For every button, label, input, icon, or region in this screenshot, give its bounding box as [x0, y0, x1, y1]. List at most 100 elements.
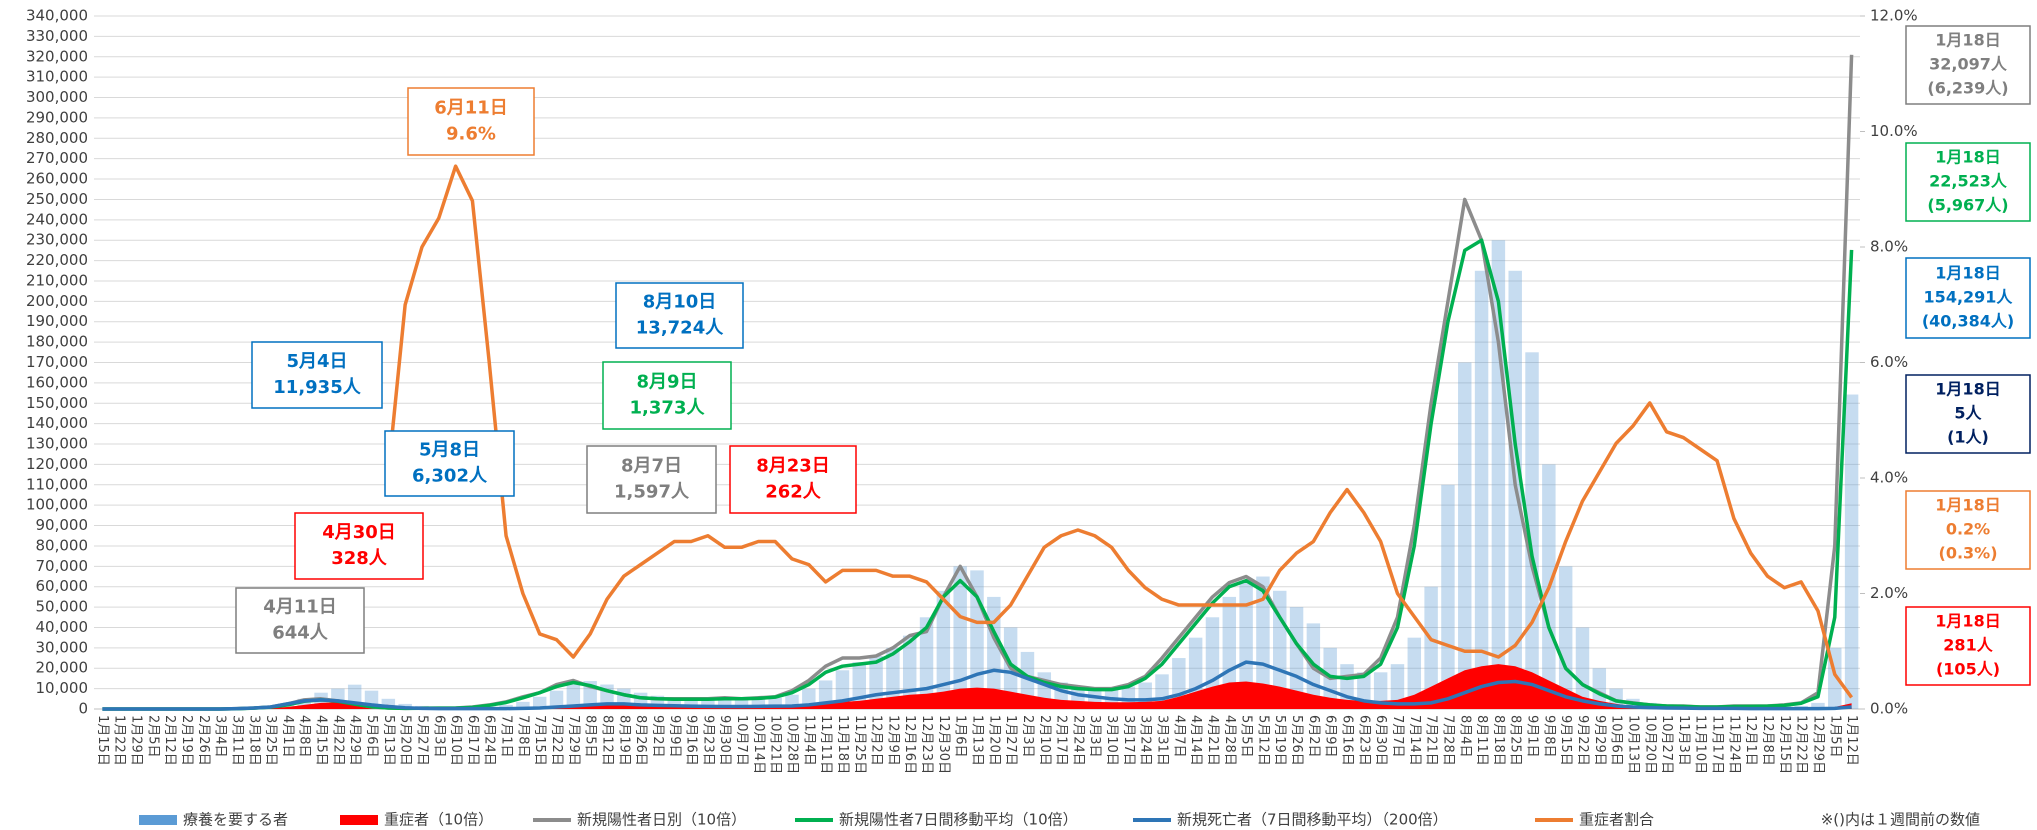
annotation-box: [1905, 142, 2031, 222]
x-tick-label: 1月29日: [129, 715, 144, 766]
bar: [1592, 668, 1607, 709]
x-tick-label: 9月2日: [650, 715, 665, 758]
annotation-text: (6,239人): [1927, 79, 2008, 98]
annotation: 1月18日 32,097人 (6,239人): [1905, 25, 2031, 105]
y-tick-label: 80,000: [36, 536, 89, 554]
x-tick-label: 10月13日: [1625, 715, 1640, 774]
y-tick-label: 160,000: [26, 373, 88, 391]
bar: [734, 699, 749, 709]
x-tick-label: 12月9日: [885, 715, 900, 766]
x-tick-label: 8月5日: [583, 715, 598, 758]
bar: [1458, 362, 1472, 709]
x-tick-label: 8月26日: [633, 715, 648, 766]
annotation: 4月11日 644人: [235, 587, 365, 654]
bar: [1525, 352, 1539, 709]
annotation-text: 32,097人: [1929, 55, 2008, 74]
line: [102, 660, 1852, 711]
x-tick-label: 6月10日: [448, 715, 463, 766]
annotation-text: 13,724人: [636, 318, 724, 339]
annotation-text: (40,384人): [1922, 312, 2014, 331]
annotation-text: 644人: [272, 623, 329, 644]
x-tick-label: 4月28日: [1222, 715, 1237, 766]
legend-swatch: [340, 815, 378, 825]
y2-tick-label: 8.0%: [1870, 238, 1908, 256]
annotation-box: [729, 445, 857, 514]
x-tick-label: 8月11日: [1474, 715, 1489, 766]
annotation-text: 11,935人: [273, 377, 361, 398]
annotation-text: (105人): [1936, 660, 2000, 679]
x-tick-label: 7月7日: [1390, 715, 1405, 758]
x-tick-label: 11月25日: [852, 715, 867, 774]
x-tick-label: 5月13日: [381, 715, 396, 766]
annotation-text: 1月18日: [1935, 31, 2000, 50]
bar: [1844, 394, 1859, 709]
bar: [701, 699, 715, 709]
bar: [667, 697, 681, 709]
x-tick-label: 8月19日: [616, 715, 631, 766]
bar: [1441, 484, 1455, 709]
x-tick-label: 9月15日: [1558, 715, 1573, 766]
annotation: 1月18日 5人 (1人): [1905, 374, 2031, 454]
annotation-text: 5月4日: [286, 351, 347, 372]
x-tick-label: 1月27日: [1003, 715, 1018, 766]
annotation-box: [407, 87, 535, 156]
note: ※()内は１週間前の数値: [1821, 811, 1980, 829]
x-tick-label: 5月12日: [1255, 715, 1270, 766]
x-tick-label: 1月15日: [95, 715, 110, 766]
annotation-box: [586, 445, 717, 514]
x-tick-label: 10月27日: [1659, 715, 1674, 774]
x-tick-label: 12月22日: [1794, 715, 1809, 774]
bar: [1390, 664, 1405, 709]
x-tick-label: 4月22日: [330, 715, 345, 766]
annotation-text: 328人: [331, 548, 388, 569]
bar: [1424, 586, 1438, 709]
x-tick-label: 2月5日: [145, 715, 160, 758]
annotation-text: 4月11日: [263, 597, 337, 618]
x-tick-label: 6月9日: [1323, 715, 1338, 758]
legend-swatch: [139, 815, 177, 825]
x-tick-label: 2月17日: [1054, 715, 1069, 766]
x-tick-label: 2月19日: [179, 715, 194, 766]
bar: [1289, 607, 1304, 709]
x-tick-label: 3月3日: [1087, 715, 1102, 758]
y-tick-label: 190,000: [26, 312, 88, 330]
y2-tick-label: 2.0%: [1870, 584, 1908, 602]
y2-tick-label: 0.0%: [1870, 700, 1908, 718]
y-tick-label: 70,000: [36, 557, 89, 575]
y-tick-label: 280,000: [26, 129, 88, 147]
area: [102, 664, 1852, 709]
y-tick-label: 30,000: [36, 638, 89, 656]
x-tick-label: 2月3日: [1020, 715, 1035, 758]
x-tick-label: 12月30日: [936, 715, 951, 774]
bar: [684, 698, 698, 709]
x-tick-label: 9月16日: [684, 715, 699, 766]
annotation-text: 6,302人: [412, 466, 488, 487]
x-tick-label: 10月14日: [751, 715, 766, 774]
x-tick-label: 7月28日: [1440, 715, 1455, 766]
x-tick-label: 11月24日: [1726, 715, 1741, 774]
x-tick-label: 9月23日: [700, 715, 715, 766]
x-tick-label: 9月1日: [1525, 715, 1540, 758]
y-tick-label: 310,000: [26, 68, 88, 86]
x-tick-label: 1月5日: [1827, 715, 1842, 758]
y2-tick-label: 6.0%: [1870, 353, 1908, 371]
y-tick-label: 100,000: [26, 496, 88, 514]
y-tick-label: 10,000: [36, 679, 89, 697]
x-tick-label: 7月21日: [1424, 715, 1439, 766]
x-tick-label: 7月22日: [549, 715, 564, 766]
x-tick-label: 12月29日: [1810, 715, 1825, 774]
bar: [953, 566, 967, 709]
x-tick-label: 2月26日: [196, 715, 211, 766]
x-tick-label: 8月25日: [1508, 715, 1523, 766]
legend-label: 新規陽性者日別（10倍）: [577, 811, 746, 829]
line: [386, 164, 1854, 699]
x-tick-label: 5月19日: [1272, 715, 1287, 766]
x-tick-label: 12月23日: [919, 715, 934, 774]
annotation-box: [1905, 257, 2031, 339]
x-tick-label: 11月11日: [818, 715, 833, 774]
y-tick-label: 180,000: [26, 333, 88, 351]
annotation-text: 4月30日: [322, 522, 396, 543]
y-tick-label: 290,000: [26, 108, 88, 126]
x-tick-label: 5月20日: [398, 715, 413, 766]
bar: [1239, 582, 1253, 709]
